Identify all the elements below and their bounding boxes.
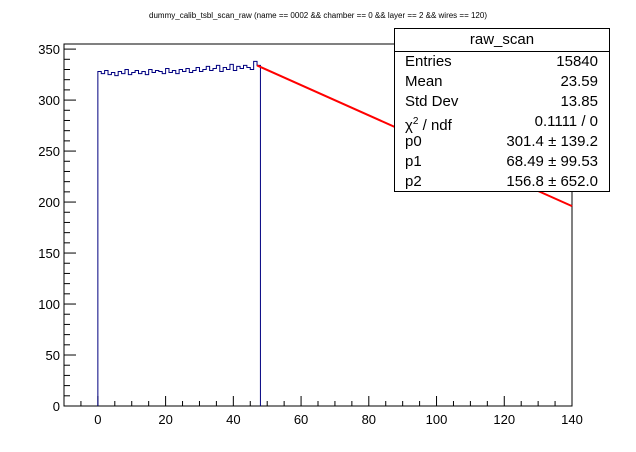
stats-key: Entries bbox=[405, 53, 452, 70]
histogram-outline bbox=[97, 60, 261, 406]
y-tick-label: 350 bbox=[38, 42, 60, 57]
stats-key: p2 bbox=[405, 173, 422, 190]
stats-row: p0 301.4 ± 139.2 bbox=[395, 132, 609, 152]
stats-row: Std Dev 13.85 bbox=[395, 92, 609, 112]
stats-row: Mean 23.59 bbox=[395, 72, 609, 92]
y-tick-label: 100 bbox=[38, 297, 60, 312]
x-tick-label: 40 bbox=[226, 412, 240, 427]
stats-value: 13.85 bbox=[560, 93, 598, 110]
x-tick-label: 80 bbox=[362, 412, 376, 427]
x-tick-label: 20 bbox=[158, 412, 172, 427]
stats-title: raw_scan bbox=[395, 29, 609, 52]
stats-value: 301.4 ± 139.2 bbox=[506, 133, 598, 150]
stats-value: 15840 bbox=[556, 53, 598, 70]
stats-row: p2 156.8 ± 652.0 bbox=[395, 172, 609, 192]
y-tick-label: 250 bbox=[38, 144, 60, 159]
stats-box: raw_scan Entries 15840 Mean 23.59 Std Dev 13.… bbox=[394, 28, 610, 192]
stats-key: p0 bbox=[405, 133, 422, 150]
stats-key: p1 bbox=[405, 153, 422, 170]
chart-title: dummy_calib_tsbl_scan_raw (name == 0002 … bbox=[149, 11, 487, 20]
y-tick-label: 200 bbox=[38, 195, 60, 210]
stats-key: Mean bbox=[405, 73, 443, 90]
stats-value: 156.8 ± 652.0 bbox=[506, 173, 598, 190]
stats-value: 23.59 bbox=[560, 73, 598, 90]
x-tick-label: 100 bbox=[426, 412, 448, 427]
stats-value: 68.49 ± 99.53 bbox=[506, 153, 598, 170]
y-tick-label: 300 bbox=[38, 93, 60, 108]
y-tick-label: 50 bbox=[46, 348, 60, 363]
x-tick-label: 0 bbox=[94, 412, 101, 427]
stats-key: Std Dev bbox=[405, 93, 459, 110]
y-tick-label: 0 bbox=[53, 399, 60, 414]
x-tick-label: 120 bbox=[493, 412, 515, 427]
x-tick-label: 140 bbox=[561, 412, 583, 427]
stats-row: p1 68.49 ± 99.53 bbox=[395, 152, 609, 172]
stats-row: Entries 15840 bbox=[395, 52, 609, 72]
y-tick-label: 150 bbox=[38, 246, 60, 261]
stats-key: χ2 / ndf bbox=[405, 116, 452, 134]
stats-row: χ2 / ndf 0.1111 / 0 bbox=[395, 112, 609, 134]
x-tick-label: 60 bbox=[294, 412, 308, 427]
stats-value: 0.1111 / 0 bbox=[534, 113, 598, 130]
